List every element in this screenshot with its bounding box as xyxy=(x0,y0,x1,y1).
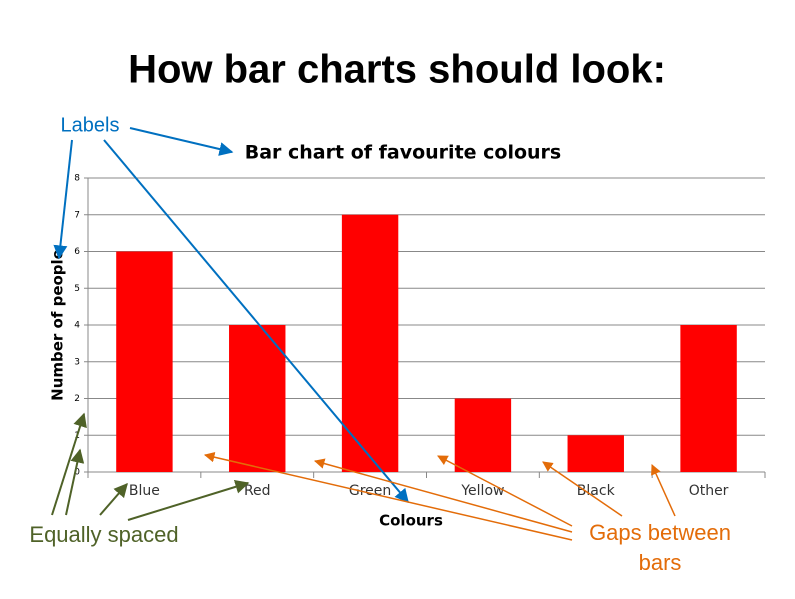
y-tick-label: 4 xyxy=(74,321,80,331)
y-tick-label: 5 xyxy=(74,284,80,294)
arrow xyxy=(651,464,676,517)
slide-heading: How bar charts should look: xyxy=(128,48,666,92)
chart-title: Bar chart of favourite colours xyxy=(245,142,562,164)
annotation: Labels xyxy=(61,114,120,136)
y-tick-label: 3 xyxy=(74,357,80,367)
x-axis-label: Colours xyxy=(379,512,443,530)
arrow xyxy=(129,127,234,156)
annotation: Gaps between bars xyxy=(589,520,731,575)
arrow xyxy=(103,139,409,504)
gap-arrows xyxy=(203,452,676,541)
arrow xyxy=(203,452,573,541)
bar xyxy=(454,398,512,472)
label-arrows xyxy=(53,127,409,504)
y-tick-label: 2 xyxy=(74,394,80,404)
y-axis-label: Number of people xyxy=(49,249,67,401)
x-tick-label: Yellow xyxy=(460,483,504,499)
x-tick-label: Blue xyxy=(129,483,160,499)
arrow xyxy=(53,139,73,260)
bar xyxy=(116,251,173,472)
y-tick-label: 8 xyxy=(74,174,80,184)
arrow xyxy=(65,448,85,516)
y-tick-label: 6 xyxy=(74,247,80,257)
y-tick-label: 0 xyxy=(74,468,80,478)
arrow xyxy=(51,412,87,516)
bar xyxy=(229,325,286,472)
arrow xyxy=(542,461,623,517)
x-tick-label: Other xyxy=(689,483,729,499)
x-tick-label: Black xyxy=(577,483,616,499)
arrow xyxy=(437,455,573,527)
x-tick-label: Red xyxy=(244,483,271,499)
spacing-arrows xyxy=(51,412,250,521)
arrow xyxy=(313,458,573,533)
bar xyxy=(680,325,737,472)
bar xyxy=(341,214,399,472)
annotation: Equally spaced xyxy=(29,522,178,547)
y-tick-label: 7 xyxy=(74,210,80,220)
bar xyxy=(567,435,624,472)
arrow xyxy=(99,482,128,516)
arrow xyxy=(127,480,250,521)
